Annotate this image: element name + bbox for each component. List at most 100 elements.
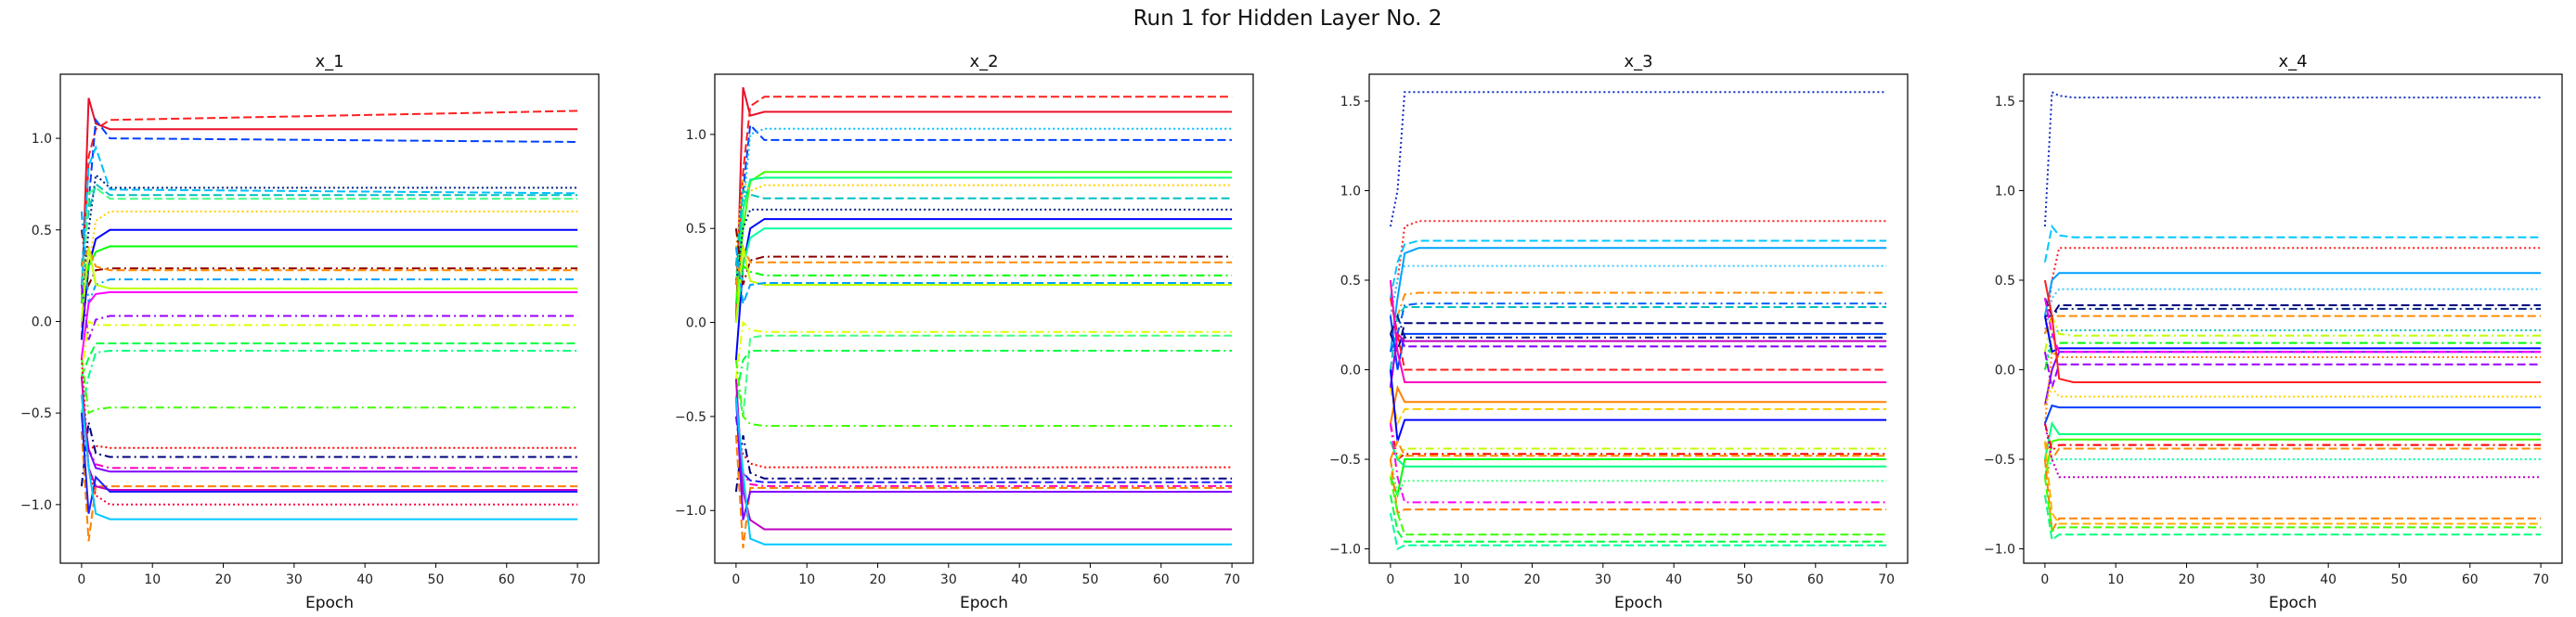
x-tick-label: 50 bbox=[2391, 572, 2408, 587]
y-tick-label: −0.5 bbox=[20, 406, 52, 421]
y-tick-label: 1.0 bbox=[1340, 184, 1361, 199]
series-line-7 bbox=[734, 178, 1233, 248]
series-line-21 bbox=[1389, 447, 1887, 478]
series-line-3 bbox=[80, 117, 578, 267]
series-line-6 bbox=[2043, 297, 2542, 318]
series-line-26 bbox=[734, 379, 1233, 531]
x-axis-label: Epoch bbox=[960, 594, 1008, 612]
subplot-1: 0 10 20 30 40 50 60 70 −1.0 −0.5 0.0 0.5 1.0 x_1 Epoch bbox=[20, 52, 600, 612]
subplot-3: 0 10 20 30 40 50 60 70 −1.0 −0.5 0.0 0.5 1.0 1.5 x_3 Ep… bbox=[1329, 52, 1909, 612]
series-line-27 bbox=[2043, 441, 2542, 525]
series-line-17 bbox=[1389, 387, 1887, 427]
x-tick-label: 10 bbox=[144, 572, 161, 587]
y-tick-label: −1.0 bbox=[20, 498, 52, 513]
series-line-28 bbox=[1389, 495, 1887, 543]
x-tick-label: 60 bbox=[1153, 572, 1170, 587]
x-tick-label: 70 bbox=[2532, 572, 2549, 587]
series-line-9 bbox=[734, 208, 1233, 286]
x-tick-label: 50 bbox=[428, 572, 445, 587]
series-line-25 bbox=[1389, 423, 1887, 504]
series-line-6 bbox=[1389, 291, 1887, 335]
series-line-7 bbox=[2044, 307, 2542, 317]
series-line-6 bbox=[80, 182, 578, 267]
axes-frame bbox=[1368, 73, 1909, 564]
axes-frame bbox=[59, 73, 600, 564]
x-tick-label: 40 bbox=[356, 572, 373, 587]
series-line-13 bbox=[1389, 330, 1887, 388]
series-line-16 bbox=[80, 284, 578, 341]
series-line-28 bbox=[2043, 477, 2542, 533]
series-line-1 bbox=[734, 86, 1233, 323]
series-line-25 bbox=[2043, 423, 2542, 479]
series-line-20 bbox=[80, 357, 578, 415]
series-line-5 bbox=[1389, 264, 1887, 316]
series-line-18 bbox=[734, 334, 1233, 418]
series-line-29 bbox=[1389, 512, 1887, 551]
series-line-20 bbox=[1389, 439, 1887, 460]
series-line-3 bbox=[2043, 247, 2542, 335]
series-line-7 bbox=[1389, 302, 1887, 353]
x-tick-label: 20 bbox=[215, 572, 232, 587]
series-line-2 bbox=[1389, 220, 1887, 316]
axes-frame bbox=[2023, 73, 2563, 564]
x-tick-label: 50 bbox=[1737, 572, 1754, 587]
x-tick-label: 20 bbox=[870, 572, 887, 587]
series-line-1 bbox=[2043, 90, 2542, 227]
series-line-12 bbox=[1389, 331, 1887, 388]
series-group bbox=[2043, 90, 2542, 542]
y-tick-label: 1.0 bbox=[686, 128, 706, 143]
x-tick-label: 40 bbox=[1665, 572, 1682, 587]
x-tick-label: 70 bbox=[1878, 572, 1895, 587]
series-line-27 bbox=[80, 413, 578, 514]
x-tick-label: 20 bbox=[2179, 572, 2195, 587]
series-group bbox=[1389, 91, 1887, 551]
series-line-29 bbox=[80, 394, 578, 521]
series-line-16 bbox=[734, 247, 1233, 304]
y-tick-label: 0.5 bbox=[686, 222, 706, 237]
series-line-21 bbox=[734, 434, 1233, 469]
y-tick-label: −1.0 bbox=[675, 504, 706, 519]
x-tick-label: 10 bbox=[2107, 572, 2124, 587]
x-axis-label: Epoch bbox=[1614, 594, 1663, 612]
series-line-2 bbox=[80, 97, 578, 303]
series-line-3 bbox=[734, 122, 1233, 266]
x-tick-label: 0 bbox=[77, 572, 85, 587]
y-tick-label: 0.5 bbox=[32, 224, 52, 238]
figure-suptitle: Run 1 for Hidden Layer No. 2 bbox=[1133, 6, 1443, 31]
series-line-11 bbox=[2043, 341, 2542, 370]
series-line-27 bbox=[1389, 477, 1887, 536]
x-tick-label: 0 bbox=[2040, 572, 2049, 587]
series-line-15 bbox=[734, 247, 1233, 323]
series-line-7 bbox=[80, 186, 578, 303]
y-tick-label: 1.5 bbox=[1340, 95, 1361, 109]
x-axis-label: Epoch bbox=[2269, 594, 2317, 612]
series-line-24 bbox=[734, 397, 1233, 487]
series-line-25 bbox=[734, 435, 1233, 548]
series-line-9 bbox=[2043, 329, 2542, 370]
y-tick-label: −0.5 bbox=[675, 410, 706, 425]
series-line-8 bbox=[1389, 306, 1887, 370]
y-tick-label: 0.0 bbox=[1995, 364, 2015, 379]
subplot-title: x_4 bbox=[2278, 52, 2307, 71]
y-tick-label: −1.0 bbox=[1329, 543, 1361, 558]
series-line-18 bbox=[80, 350, 578, 414]
x-tick-label: 30 bbox=[286, 572, 303, 587]
series-line-17 bbox=[2043, 279, 2542, 383]
series-line-18 bbox=[1389, 369, 1887, 443]
series-line-9 bbox=[80, 228, 578, 341]
y-tick-label: 0.0 bbox=[686, 316, 706, 331]
series-line-20 bbox=[734, 359, 1233, 427]
series-line-10 bbox=[734, 218, 1233, 361]
series-line-10 bbox=[80, 245, 578, 303]
series-line-18 bbox=[2043, 385, 2542, 406]
series-line-24 bbox=[80, 394, 578, 473]
x-axis-label: Epoch bbox=[305, 594, 354, 612]
series-line-29 bbox=[2043, 495, 2542, 542]
series-line-5 bbox=[2043, 288, 2542, 335]
series-line-19 bbox=[1389, 423, 1887, 461]
series-line-24 bbox=[2043, 458, 2542, 478]
x-tick-label: 30 bbox=[940, 572, 957, 587]
x-tick-label: 10 bbox=[798, 572, 815, 587]
y-tick-label: 0.5 bbox=[1995, 274, 2015, 289]
x-tick-label: 20 bbox=[1524, 572, 1541, 587]
